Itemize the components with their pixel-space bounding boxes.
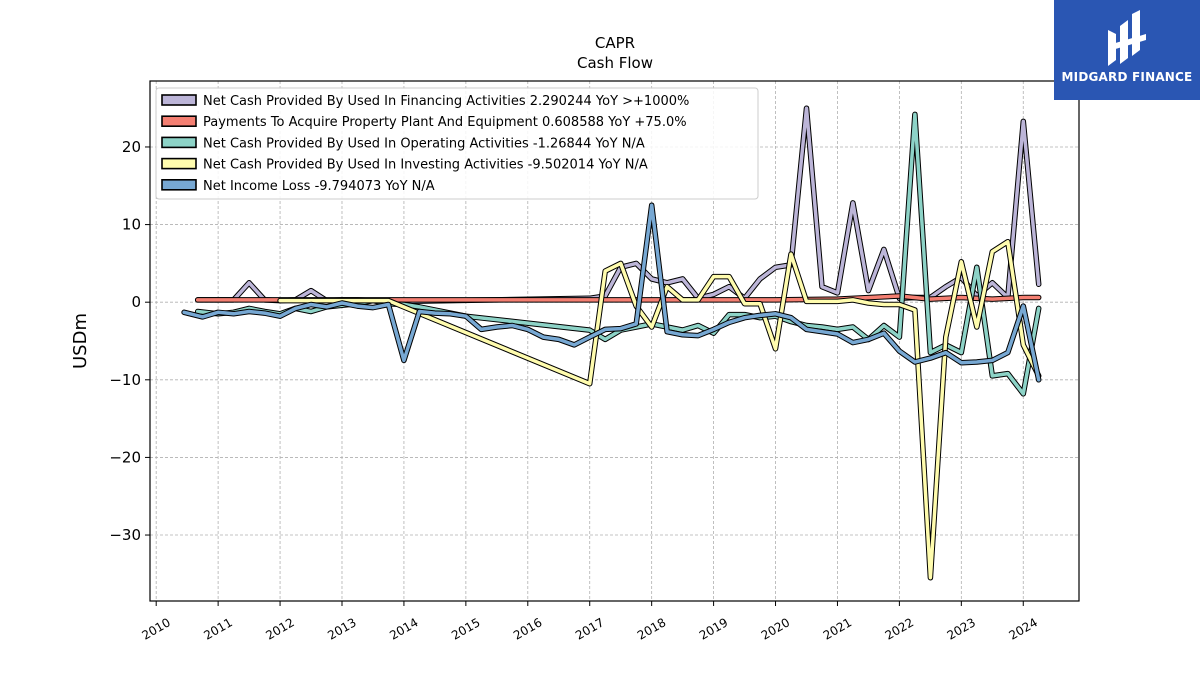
x-tick-label: 2024 xyxy=(1007,615,1040,642)
x-tick-label: 2023 xyxy=(945,615,978,642)
legend-entry-label: Net Cash Provided By Used In Financing A… xyxy=(203,94,689,109)
chart-title: CAPR xyxy=(595,34,635,52)
legend-entry-label: Net Cash Provided By Used In Operating A… xyxy=(203,136,645,151)
x-tick-label: 2019 xyxy=(697,615,730,642)
brand-name: MIDGARD FINANCE xyxy=(1061,70,1193,84)
y-tick-label: −20 xyxy=(109,448,141,466)
series-line-3 xyxy=(194,111,1042,397)
x-tick-label: 2017 xyxy=(573,615,606,642)
x-tick-label: 2021 xyxy=(821,615,854,642)
x-tick-label: 2013 xyxy=(325,615,358,642)
y-tick-label: 20 xyxy=(122,138,141,156)
series-line-4 xyxy=(277,238,1042,581)
x-tick-label: 2014 xyxy=(387,615,420,642)
legend: Net Cash Provided By Used In Financing A… xyxy=(155,87,759,200)
axis-ticks: 2010 2011 2012 2013 2014 2015 2016 2017 2018 2019… xyxy=(109,138,1040,643)
plot-frame xyxy=(149,80,1080,602)
x-tick-label: 2012 xyxy=(263,615,296,642)
legend-swatch xyxy=(161,157,197,170)
legend-swatch xyxy=(161,136,197,149)
y-axis-label: USDm xyxy=(70,313,91,369)
x-tick-label: 2016 xyxy=(511,615,544,642)
legend-entry-label: Net Income Loss -9.794073 YoY N/A xyxy=(203,179,435,194)
legend-entry-label: Net Cash Provided By Used In Investing A… xyxy=(203,158,648,173)
legend-swatch xyxy=(161,94,197,106)
y-tick-label: −10 xyxy=(109,371,141,389)
y-tick-label: 0 xyxy=(131,293,141,311)
midgard-logo-icon xyxy=(1108,10,1146,66)
legend-swatch xyxy=(161,179,197,191)
legend-swatch xyxy=(161,115,197,127)
series-lines xyxy=(181,105,1042,581)
chart-subtitle: Cash Flow xyxy=(577,54,653,72)
legend-box xyxy=(155,87,759,200)
x-tick-label: 2018 xyxy=(635,615,668,642)
legend-entry-label: Payments To Acquire Property Plant And E… xyxy=(203,115,687,130)
x-tick-label: 2020 xyxy=(759,615,792,642)
series-line-5 xyxy=(181,202,1042,383)
x-tick-label: 2010 xyxy=(139,615,172,642)
x-tick-label: 2015 xyxy=(449,615,482,642)
y-tick-label: 10 xyxy=(122,216,141,234)
x-tick-label: 2011 xyxy=(201,615,234,642)
x-tick-label: 2022 xyxy=(883,615,916,642)
y-tick-label: −30 xyxy=(109,526,141,544)
brand-logo: MIDGARD FINANCE xyxy=(1054,0,1200,100)
